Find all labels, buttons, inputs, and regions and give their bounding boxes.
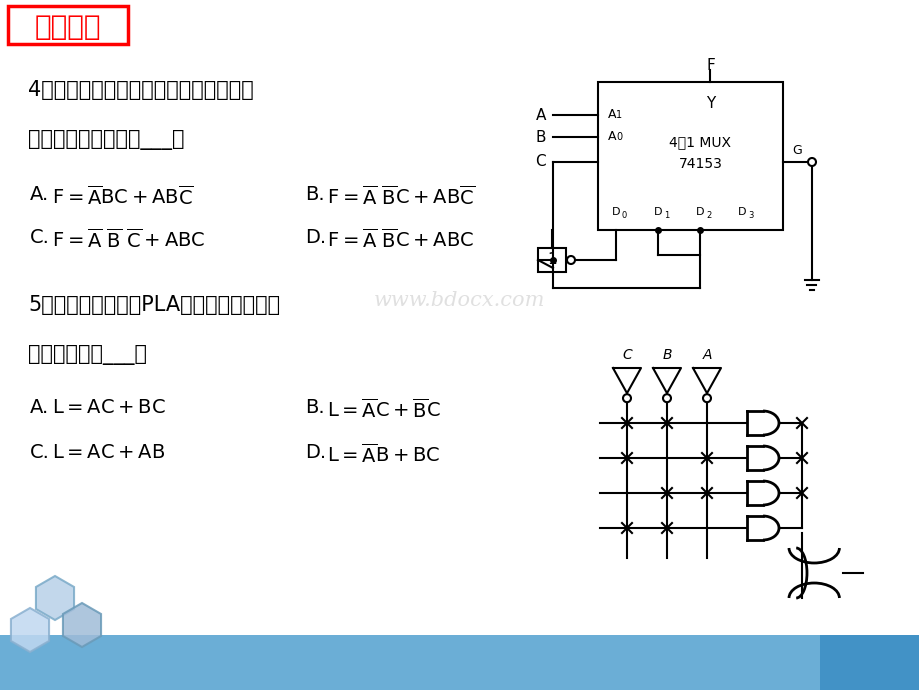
Polygon shape <box>652 368 680 393</box>
Text: 电路，其逻辑关系为___。: 电路，其逻辑关系为___。 <box>28 130 185 150</box>
Text: C.: C. <box>30 228 50 247</box>
Text: 输出表达式是___。: 输出表达式是___。 <box>28 345 147 365</box>
Text: 3: 3 <box>747 212 753 221</box>
Text: D: D <box>737 207 745 217</box>
Text: 1: 1 <box>616 110 621 120</box>
Text: C: C <box>535 155 545 170</box>
Text: 0: 0 <box>621 212 627 221</box>
Text: $\rm L=\overline{A}C+\overline{B}C$: $\rm L=\overline{A}C+\overline{B}C$ <box>326 398 440 422</box>
Text: D.: D. <box>305 443 325 462</box>
Circle shape <box>663 394 670 402</box>
Text: 4选1 MUX: 4选1 MUX <box>669 135 731 149</box>
Text: 1: 1 <box>664 212 668 221</box>
Text: D.: D. <box>305 228 325 247</box>
Text: 2: 2 <box>705 212 710 221</box>
Text: 0: 0 <box>616 132 621 142</box>
Text: F: F <box>706 59 714 74</box>
Text: B: B <box>662 348 671 362</box>
Text: $\rm L=AC+AB$: $\rm L=AC+AB$ <box>52 443 165 462</box>
Bar <box>0 635 899 690</box>
Text: www.bdocx.com: www.bdocx.com <box>374 290 545 310</box>
Text: B.: B. <box>305 185 324 204</box>
Bar <box>538 248 565 272</box>
Text: A: A <box>701 348 711 362</box>
Text: $\rm F=\overline{A}\ \overline{B}C+AB\overline{C}$: $\rm F=\overline{A}\ \overline{B}C+AB\ov… <box>326 185 474 208</box>
Text: D: D <box>611 207 619 217</box>
Circle shape <box>807 158 815 166</box>
Text: G: G <box>791 144 801 157</box>
Circle shape <box>566 256 574 264</box>
Text: B: B <box>535 130 545 144</box>
Text: A.: A. <box>30 398 50 417</box>
Text: 5、可编程逻辑阵列PLA电路如图所示，则: 5、可编程逻辑阵列PLA电路如图所示，则 <box>28 295 279 315</box>
Text: 4、如图所示由四选一数据选择器组成的: 4、如图所示由四选一数据选择器组成的 <box>28 80 254 100</box>
Text: $\rm F=\overline{A}BC+AB\overline{C}$: $\rm F=\overline{A}BC+AB\overline{C}$ <box>52 185 194 208</box>
Circle shape <box>702 394 710 402</box>
Text: $\rm L=\overline{A}B+BC$: $\rm L=\overline{A}B+BC$ <box>326 443 440 466</box>
Circle shape <box>622 394 630 402</box>
Text: A: A <box>607 108 616 121</box>
Text: D: D <box>653 207 662 217</box>
Polygon shape <box>62 603 101 647</box>
Text: A: A <box>607 130 616 144</box>
Text: C: C <box>621 348 631 362</box>
Text: $\rm L=AC+BC$: $\rm L=AC+BC$ <box>52 398 165 417</box>
Text: 74153: 74153 <box>678 157 721 171</box>
Text: A.: A. <box>30 185 50 204</box>
Bar <box>8 6 128 44</box>
Polygon shape <box>612 368 641 393</box>
Polygon shape <box>11 608 49 652</box>
Bar <box>597 82 782 230</box>
Text: A: A <box>535 108 545 123</box>
Text: B.: B. <box>305 398 324 417</box>
Polygon shape <box>692 368 720 393</box>
Polygon shape <box>36 576 74 620</box>
Bar <box>819 635 919 690</box>
Text: Y: Y <box>705 97 714 112</box>
Text: $\rm F=\overline{A}\ \overline{B}\ \overline{C}+ABC$: $\rm F=\overline{A}\ \overline{B}\ \over… <box>52 228 205 252</box>
Text: 1: 1 <box>547 253 556 268</box>
Text: 期中考试: 期中考试 <box>35 13 101 41</box>
Text: C.: C. <box>30 443 50 462</box>
Text: $\rm F=\overline{A}\ \overline{B}C+ABC$: $\rm F=\overline{A}\ \overline{B}C+ABC$ <box>326 228 473 252</box>
Text: D: D <box>695 207 703 217</box>
